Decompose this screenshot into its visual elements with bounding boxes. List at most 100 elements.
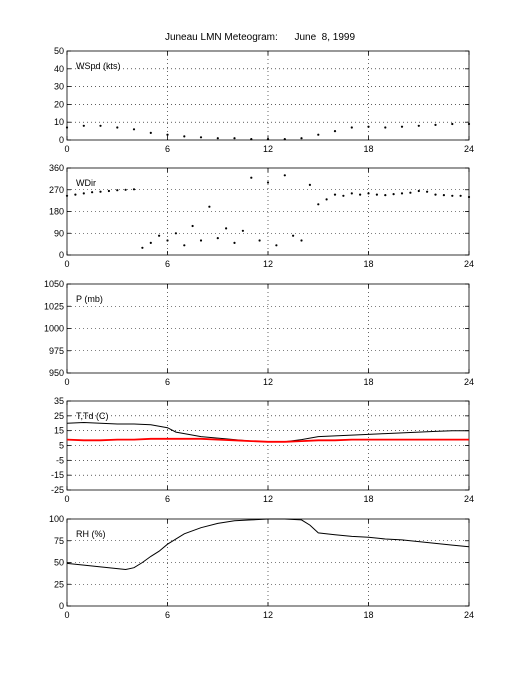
panel-4-ytick-label: 25	[54, 411, 64, 421]
panel-2-point	[442, 194, 445, 197]
panel-2-point	[107, 189, 110, 193]
panel-2-point	[183, 244, 186, 247]
panel-5-xtick-label: 0	[64, 610, 69, 620]
panel-1-ytick-label: 50	[54, 46, 64, 56]
panel-3-label: P (mb)	[76, 294, 103, 304]
panel-2-point	[325, 198, 328, 201]
panel-1-point	[283, 138, 286, 141]
panel-2-point	[434, 193, 437, 196]
panel-2-point	[409, 191, 412, 194]
panel-1-point	[82, 124, 85, 127]
panel-1-ytick-label: 10	[54, 117, 64, 127]
panel-2-point	[99, 190, 102, 193]
panel-4-ytick-label: 15	[54, 426, 64, 436]
panel-2-point	[116, 189, 119, 192]
panel-2-point	[350, 192, 353, 195]
panel-1-point	[99, 124, 102, 127]
panel-4-series-2-line	[66, 437, 469, 443]
panel-1-point	[266, 138, 270, 141]
panel-4-ytick-label: -25	[51, 485, 64, 495]
panel-2-point	[166, 239, 169, 242]
panel-3-ytick-label: 975	[49, 346, 64, 356]
panel-1-ytick-label: 20	[54, 99, 64, 109]
panel-2-point	[141, 246, 144, 249]
panel-3-xtick-label: 0	[64, 377, 69, 387]
panel-2-point	[241, 229, 244, 232]
panel-5-ytick-label: 75	[54, 536, 64, 546]
panel-3-xtick-label: 6	[165, 377, 170, 387]
panel-2-point	[384, 194, 387, 197]
panel-2-point	[426, 190, 429, 193]
panel-2-xtick-label: 24	[464, 259, 474, 269]
panel-2-point	[283, 174, 286, 177]
panel-2-point	[467, 195, 471, 199]
panel-1-ytick-label: 0	[59, 135, 64, 145]
panel-4-xtick-label: 6	[165, 494, 170, 504]
panel-3-xtick-label: 18	[363, 377, 373, 387]
panel-1-xtick-label: 6	[165, 144, 170, 154]
panel-2-point	[199, 239, 203, 242]
panel-2-point	[275, 244, 278, 247]
panel-1-point	[350, 126, 353, 129]
panel-1-point	[384, 126, 387, 129]
panel-2-ytick-label: 0	[59, 250, 64, 260]
panel-1-point	[149, 131, 152, 134]
panel-3-xtick-label: 24	[464, 377, 474, 387]
panel-4-ytick-label: 35	[54, 396, 64, 406]
panel-2-xtick-label: 6	[165, 259, 170, 269]
panel-2-ytick-label: 180	[49, 207, 64, 217]
panel-5-series-1-line	[66, 518, 470, 571]
panel-1-point	[451, 122, 454, 126]
panel-2-ytick-label: 270	[49, 185, 64, 195]
panel-2-xtick-label: 12	[263, 259, 273, 269]
panel-1-point	[300, 137, 303, 140]
panel-1-point	[417, 124, 420, 127]
panel-5-ytick-label: 25	[54, 579, 64, 589]
panel-1-point	[132, 128, 136, 131]
panel-2-point	[174, 232, 177, 235]
panel-2-ytick-label: 360	[49, 163, 64, 173]
panel-1-point	[400, 125, 404, 128]
page-title: Juneau LMN Meteogram: June 8, 1999	[164, 32, 356, 43]
panel-3-ytick-label: 1000	[44, 324, 64, 334]
panel-2-point	[300, 239, 303, 242]
panel-2-point	[400, 192, 404, 195]
panel-1-point	[233, 137, 236, 140]
panel-1-point	[183, 135, 186, 138]
panel-5-ytick-label: 0	[59, 601, 64, 611]
panel-5-ytick-label: 50	[54, 558, 64, 568]
panel-5-xtick-label: 6	[165, 610, 170, 620]
panel-2-point	[191, 224, 194, 228]
panel-2-point	[82, 192, 85, 195]
panel-1-xtick-label: 24	[464, 144, 474, 154]
panel-5-ytick-label: 100	[49, 514, 64, 524]
panel-2-point	[208, 205, 211, 208]
panel-5-xtick-label: 24	[464, 610, 474, 620]
panel-2-point	[317, 203, 320, 206]
panel-2-point	[392, 193, 395, 196]
panel-3-ytick-label: 950	[49, 368, 64, 378]
panel-1-point	[317, 133, 320, 136]
panel-2-xtick-label: 0	[64, 259, 69, 269]
panel-2-point	[451, 194, 454, 197]
panel-2-ytick-label: 90	[54, 228, 64, 238]
panel-2-point	[216, 237, 219, 240]
panel-1-point	[250, 138, 253, 141]
panel-4-ytick-label: 5	[59, 441, 64, 451]
panel-1-point	[333, 130, 337, 133]
panel-5-label: RH (%)	[76, 529, 106, 539]
panel-5-xtick-label: 12	[263, 610, 273, 620]
panel-2-point	[359, 193, 362, 196]
panel-2-point	[250, 176, 253, 179]
panel-1-xtick-label: 0	[64, 144, 69, 154]
panel-2-point	[292, 234, 295, 237]
panel-2-point	[65, 194, 69, 197]
panel-4-label: T,Td (C)	[76, 411, 109, 421]
panel-2-point	[132, 188, 136, 191]
panel-4-xtick-label: 18	[363, 494, 373, 504]
panel-1-point	[199, 136, 203, 139]
panel-3-ytick-label: 1050	[44, 279, 64, 289]
panel-1-point	[166, 133, 169, 136]
panel-2-point	[225, 227, 228, 230]
